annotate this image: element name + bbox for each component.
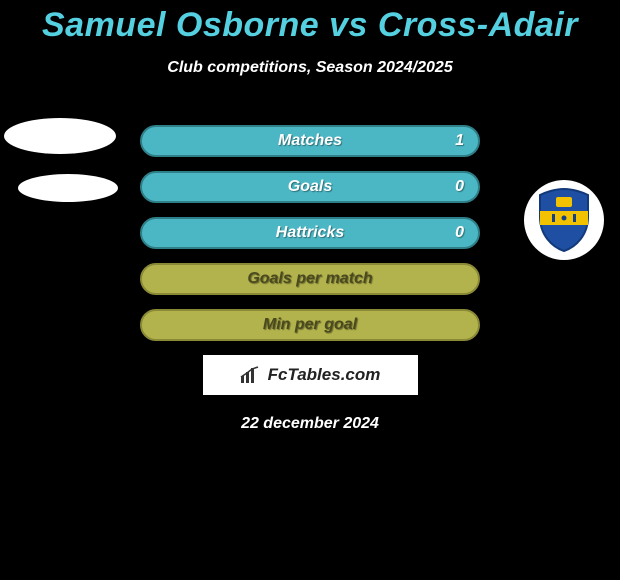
stat-bars: Matches 1 Goals 0 Hattricks 0 Goals per match M…: [140, 125, 480, 341]
stat-value: 0: [455, 178, 464, 196]
stat-bar: Min per goal: [140, 309, 480, 341]
left-placeholder-ovals: [4, 118, 118, 202]
bar-chart-icon: [240, 366, 262, 384]
subtitle: Club competitions, Season 2024/2025: [0, 59, 620, 77]
stat-label: Hattricks: [276, 224, 344, 242]
stat-label: Goals: [288, 178, 332, 196]
placeholder-oval: [4, 118, 116, 154]
stat-bar: Goals 0: [140, 171, 480, 203]
stat-label: Matches: [278, 132, 342, 150]
stat-label: Goals per match: [247, 270, 372, 288]
club-badge: [524, 180, 604, 260]
stat-bar: Hattricks 0: [140, 217, 480, 249]
site-logo[interactable]: FcTables.com: [203, 355, 418, 395]
stat-value: 0: [455, 224, 464, 242]
placeholder-oval: [18, 174, 118, 202]
shield-icon: [534, 187, 594, 253]
stat-bar: Goals per match: [140, 263, 480, 295]
site-logo-text: FcTables.com: [268, 365, 381, 385]
page-title: Samuel Osborne vs Cross-Adair: [0, 0, 620, 45]
generation-date: 22 december 2024: [0, 415, 620, 433]
stat-label: Min per goal: [263, 316, 357, 334]
stat-bar: Matches 1: [140, 125, 480, 157]
stat-value: 1: [455, 132, 464, 150]
